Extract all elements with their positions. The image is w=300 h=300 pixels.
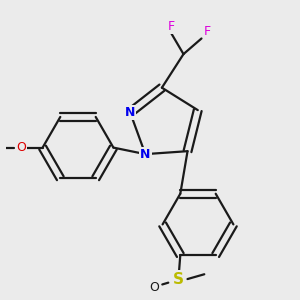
Text: F: F [168, 20, 175, 33]
Text: F: F [204, 25, 211, 38]
Text: N: N [140, 148, 151, 160]
Text: N: N [125, 106, 135, 119]
Text: O: O [149, 281, 159, 294]
Text: O: O [16, 141, 26, 154]
Text: S: S [172, 272, 183, 286]
